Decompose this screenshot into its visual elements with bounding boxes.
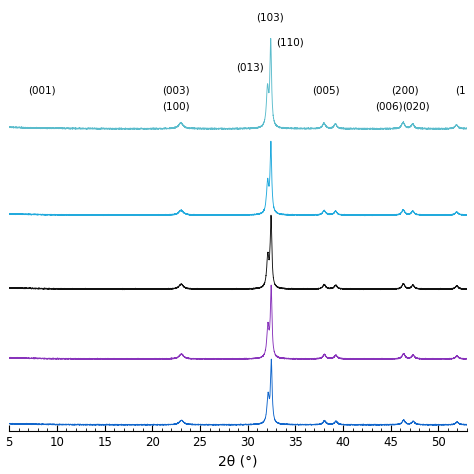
Text: (110): (110): [276, 37, 304, 47]
Text: (103): (103): [256, 13, 284, 23]
Text: (1: (1: [456, 86, 466, 96]
Text: (020): (020): [401, 101, 429, 111]
X-axis label: 2θ (°): 2θ (°): [219, 455, 258, 468]
Text: (200): (200): [391, 86, 419, 96]
Text: (013): (013): [236, 62, 264, 72]
Text: (100): (100): [162, 101, 190, 111]
Text: (003): (003): [162, 86, 190, 96]
Text: (005): (005): [312, 86, 340, 96]
Text: (006): (006): [375, 101, 402, 111]
Text: (001): (001): [28, 86, 56, 96]
